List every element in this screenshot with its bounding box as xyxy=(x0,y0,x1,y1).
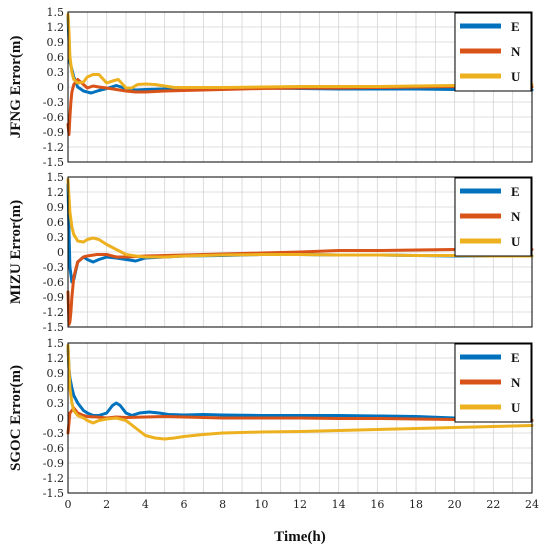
y-tick-label: -0.9 xyxy=(43,457,64,470)
x-tick-label: 20 xyxy=(448,498,462,511)
y-tick-label: -0.9 xyxy=(43,291,64,304)
x-tick-label: 24 xyxy=(525,498,539,511)
y-tick-label: -0.3 xyxy=(43,261,64,274)
series-line-U xyxy=(66,13,534,90)
y-tick-label: 1.2 xyxy=(47,186,65,199)
y-tick-label: 0 xyxy=(57,412,64,425)
series-line-U xyxy=(66,344,534,441)
x-tick-label: 10 xyxy=(254,498,268,511)
y-tick-label: -0.6 xyxy=(43,442,64,455)
y-tick-label: 0.6 xyxy=(47,382,65,395)
y-tick-label: 0.3 xyxy=(47,231,65,244)
y-tick-label: -0.3 xyxy=(43,427,64,440)
y-tick-label: 1.5 xyxy=(47,171,65,184)
legend-label-E: E xyxy=(511,184,520,199)
y-tick-label: 0 xyxy=(57,246,64,259)
x-tick-label: 16 xyxy=(370,498,384,511)
y-tick-label: 0.3 xyxy=(47,66,65,79)
y-tick-label: -1.5 xyxy=(43,321,64,334)
legend: ENU xyxy=(454,12,532,92)
series-line-N xyxy=(66,248,534,326)
legend-label-U: U xyxy=(511,69,521,84)
y-axis-label: SGOC Error(m) xyxy=(8,365,24,471)
x-tick-label: 2 xyxy=(103,498,110,511)
y-tick-label: -0.9 xyxy=(43,126,64,139)
y-axis-label: JFNG Error(m) xyxy=(8,36,24,139)
legend-label-N: N xyxy=(511,44,521,59)
y-tick-label: -1.5 xyxy=(43,487,64,500)
x-tick-label: 0 xyxy=(65,498,72,511)
x-tick-label: 22 xyxy=(486,498,500,511)
series-line-U xyxy=(66,178,534,259)
legend-label-N: N xyxy=(511,375,521,390)
x-axis-label: Time(h) xyxy=(274,529,325,545)
y-tick-label: 0.9 xyxy=(47,36,65,49)
y-tick-label: -0.6 xyxy=(43,111,64,124)
y-tick-label: -0.6 xyxy=(43,276,64,289)
y-tick-label: 1.5 xyxy=(47,6,65,19)
legend: ENU xyxy=(454,343,532,423)
y-tick-label: -1.2 xyxy=(43,472,64,485)
series-line-E xyxy=(66,346,534,422)
y-tick-label: -1.2 xyxy=(43,141,64,154)
legend: ENU xyxy=(454,177,532,257)
y-tick-label: 0.9 xyxy=(47,201,65,214)
panel-0: 1.5 1.2 0.9 0.6 0.3 0 -0.3 -0.6 -0.9 -1.2 -1.5 JFNG… xyxy=(8,6,534,169)
x-tick-label: 14 xyxy=(332,498,346,511)
legend-label-E: E xyxy=(511,19,520,34)
y-tick-label: 1.5 xyxy=(47,337,65,350)
x-tick-label: 4 xyxy=(142,498,149,511)
panel-1: 1.5 1.2 0.9 0.6 0.3 0 -0.3 -0.6 -0.9 -1.2 -1.5 MIZU… xyxy=(8,171,534,334)
legend-label-N: N xyxy=(511,209,521,224)
legend-label-U: U xyxy=(511,234,521,249)
y-tick-label: -0.3 xyxy=(43,96,64,109)
legend-label-U: U xyxy=(511,400,521,415)
legend-label-E: E xyxy=(511,350,520,365)
axes-frame xyxy=(67,176,533,328)
y-axis-label: MIZU Error(m) xyxy=(8,200,24,304)
x-tick-label: 12 xyxy=(293,498,307,511)
x-tick-label: 6 xyxy=(181,498,188,511)
x-tick-label: 8 xyxy=(219,498,226,511)
axes-frame xyxy=(67,342,533,494)
y-tick-label: -1.5 xyxy=(43,156,64,169)
y-tick-label: 1.2 xyxy=(47,352,65,365)
y-tick-label: -1.2 xyxy=(43,306,64,319)
y-tick-label: 0.3 xyxy=(47,397,65,410)
y-tick-label: 0 xyxy=(57,81,64,94)
y-tick-label: 0.9 xyxy=(47,367,65,380)
y-tick-label: 0.6 xyxy=(47,216,65,229)
x-tick-label: 18 xyxy=(409,498,423,511)
y-tick-label: 0.6 xyxy=(47,51,65,64)
y-tick-label: 1.2 xyxy=(47,21,65,34)
panel-2: 1.5 1.2 0.9 0.6 0.3 0 -0.3 -0.6 -0.9 -1.2 -1.5 SGOC… xyxy=(8,337,539,511)
axes-frame xyxy=(67,11,533,163)
